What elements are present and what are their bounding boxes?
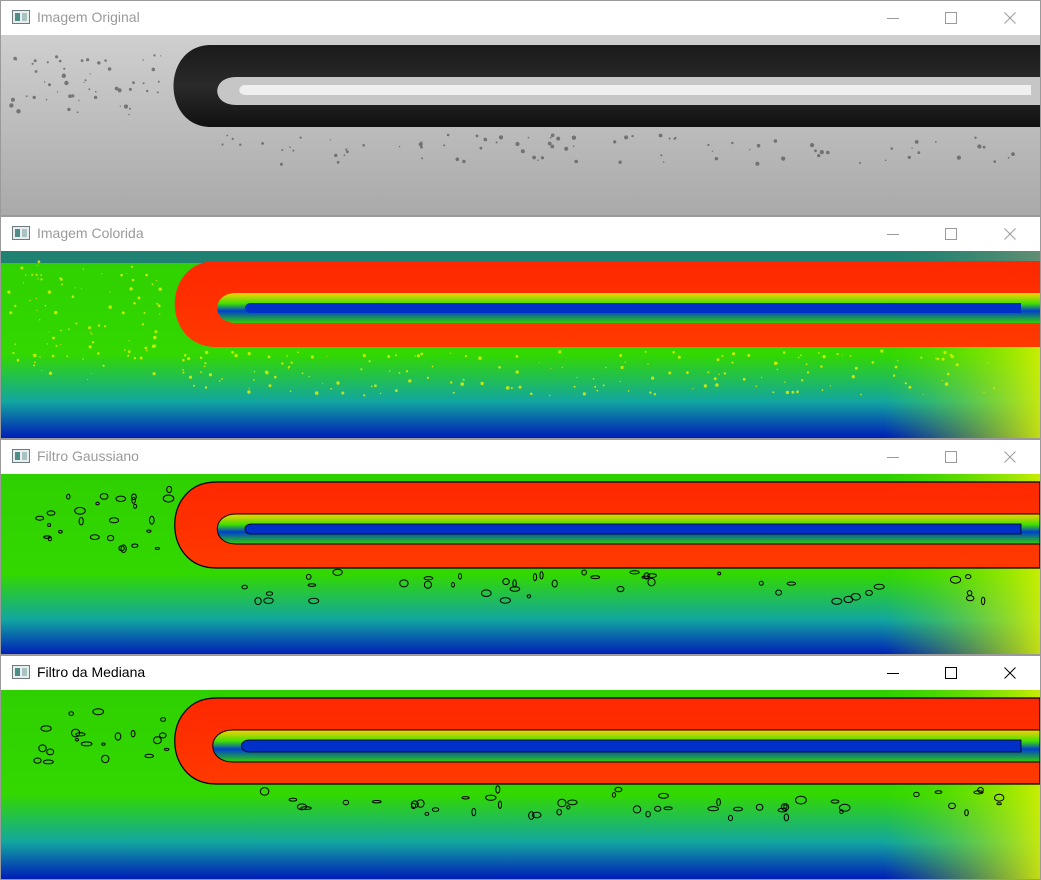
title-bar[interactable]: Filtro Gaussiano <box>1 440 1040 474</box>
minimize-icon <box>887 18 899 19</box>
minimize-button[interactable] <box>864 440 922 474</box>
minimize-button[interactable] <box>864 656 922 690</box>
close-button[interactable] <box>981 440 1039 474</box>
maximize-icon <box>945 451 957 463</box>
maximize-button[interactable] <box>922 440 980 474</box>
title-bar[interactable]: Imagem Original <box>1 1 1040 35</box>
maximize-button[interactable] <box>922 217 980 251</box>
window-title: Filtro da Mediana <box>37 664 146 680</box>
minimize-icon <box>887 673 899 674</box>
gaussian-filter-image <box>1 474 1040 654</box>
jet-colormap-image <box>1 251 1040 438</box>
window-imagem-original[interactable]: Imagem Original <box>0 0 1041 216</box>
window-filtro-da-mediana[interactable]: Filtro da Mediana <box>0 655 1041 880</box>
window-filtro-gaussiano[interactable]: Filtro Gaussiano <box>0 439 1041 655</box>
window-title: Imagem Colorida <box>37 225 144 241</box>
close-icon <box>1004 451 1016 463</box>
image-view <box>1 474 1040 654</box>
median-filter-image <box>1 690 1040 879</box>
title-bar[interactable]: Imagem Colorida <box>1 217 1040 251</box>
image-view <box>1 251 1040 438</box>
minimize-button[interactable] <box>864 1 922 35</box>
close-icon <box>1004 667 1016 679</box>
close-icon <box>1004 228 1016 240</box>
window-title: Filtro Gaussiano <box>37 448 139 464</box>
window-app-icon <box>12 449 30 463</box>
close-button[interactable] <box>981 1 1039 35</box>
window-app-icon <box>12 665 30 679</box>
window-app-icon <box>12 226 30 240</box>
window-app-icon <box>12 10 30 24</box>
window-imagem-colorida[interactable]: Imagem Colorida <box>0 216 1041 439</box>
grayscale-original-image <box>1 35 1040 215</box>
title-bar[interactable]: Filtro da Mediana <box>1 656 1040 690</box>
minimize-button[interactable] <box>864 217 922 251</box>
maximize-icon <box>945 228 957 240</box>
close-icon <box>1004 12 1016 24</box>
close-button[interactable] <box>981 656 1039 690</box>
image-view <box>1 690 1040 879</box>
minimize-icon <box>887 234 899 235</box>
maximize-icon <box>945 667 957 679</box>
close-button[interactable] <box>981 217 1039 251</box>
image-view <box>1 35 1040 215</box>
minimize-icon <box>887 457 899 458</box>
maximize-button[interactable] <box>922 656 980 690</box>
maximize-icon <box>945 12 957 24</box>
maximize-button[interactable] <box>922 1 980 35</box>
window-title: Imagem Original <box>37 9 140 25</box>
